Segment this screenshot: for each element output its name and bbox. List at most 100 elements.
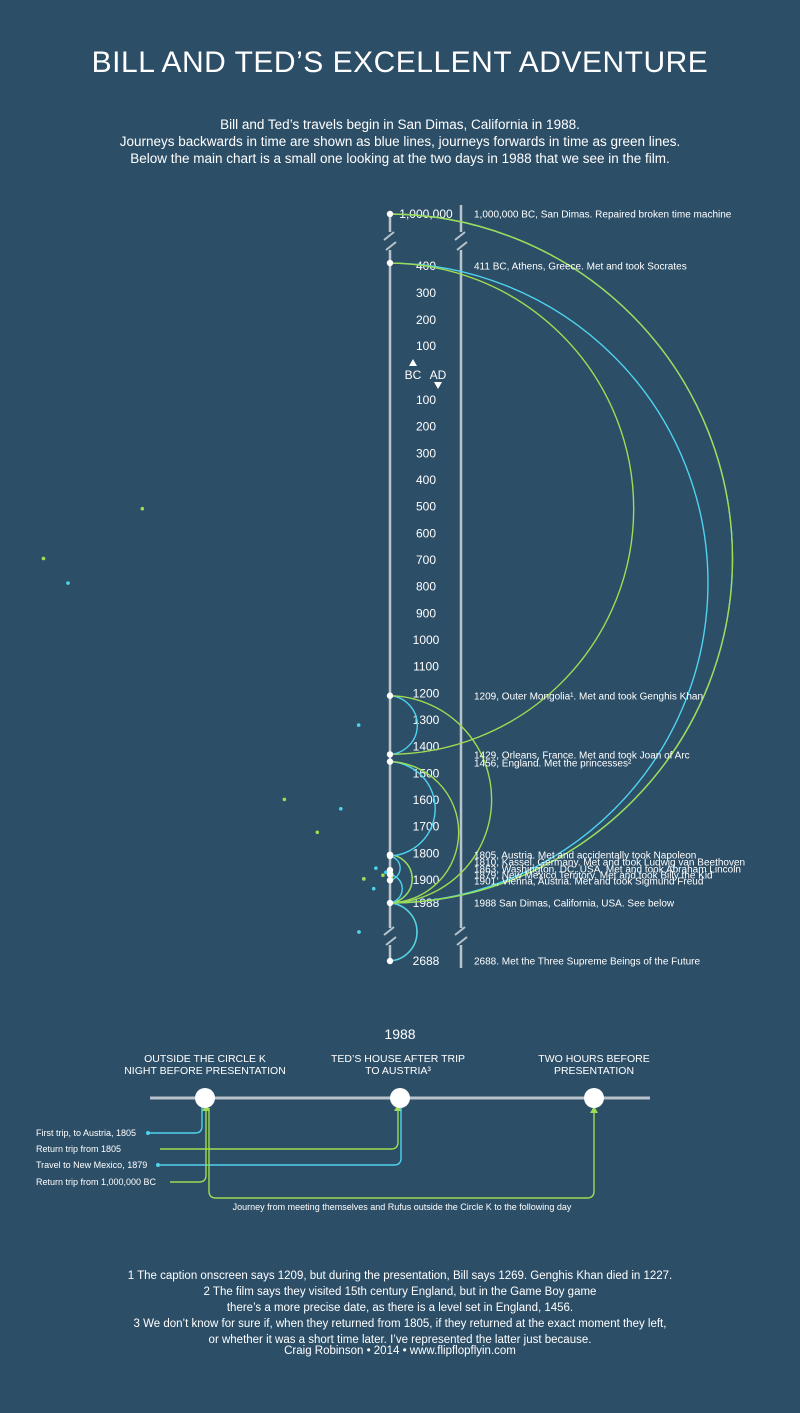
- journey-arc: [387, 213, 734, 904]
- event-dot: [386, 852, 394, 860]
- tick-label: 1600: [413, 793, 440, 807]
- down-arrow-icon: [434, 382, 442, 389]
- mini-point-label: TO AUSTRIA³: [365, 1065, 431, 1077]
- mini-chart-year: 1988: [384, 1026, 415, 1042]
- tick-label: 600: [416, 526, 436, 540]
- tick-label: 300: [416, 286, 436, 300]
- footnote-line: there’s a more precise date, as there is…: [226, 1302, 574, 1314]
- mini-trip-label: Return trip from 1805: [36, 1144, 121, 1154]
- event-label: 1988 San Dimas, California, USA. See bel…: [474, 899, 675, 910]
- mini-trip-label: Travel to New Mexico, 1879: [36, 1160, 147, 1170]
- event-dot: [386, 758, 394, 765]
- journey-direction-dot: [384, 870, 388, 875]
- journey-arc: [387, 695, 418, 756]
- journey-direction-dot: [357, 930, 361, 934]
- event-label: 1863, Washington, DC, USA. Met and took …: [474, 865, 741, 876]
- up-arrow-icon: [409, 359, 417, 366]
- event-label: 1,000,000 BC, San Dimas. Repaired broken…: [474, 210, 732, 221]
- mini-trip-line: [160, 1108, 402, 1166]
- event-label: 1209, Outer Mongolia¹. Met and took Geng…: [474, 692, 703, 703]
- mini-trip-label: Return trip from 1,000,000 BC: [36, 1177, 157, 1187]
- mini-point-label: TED’S HOUSE AFTER TRIP: [331, 1053, 465, 1065]
- tick-label: 700: [416, 553, 436, 567]
- journey-direction-dot: [140, 506, 145, 511]
- event-dot: [386, 957, 394, 965]
- journey-direction-dot: [374, 866, 378, 870]
- journey-direction-dot: [381, 873, 385, 877]
- event-label: 1429, Orleans, France. Met and took Joan…: [474, 751, 690, 762]
- journey-arc: [387, 695, 493, 904]
- footnotes: 1 The caption onscreen says 1209, but du…: [0, 1268, 800, 1348]
- tick-label: 800: [416, 580, 436, 594]
- tick-label: 400: [416, 473, 436, 487]
- journey-arc: [387, 902, 418, 962]
- journey-arc: [387, 760, 436, 857]
- intro-line: Below the main chart is a small one look…: [130, 151, 670, 166]
- mini-point-dot: [390, 1088, 410, 1108]
- footnote-line: 1 The caption onscreen says 1209, but du…: [127, 1270, 673, 1282]
- event-label: 411 BC, Athens, Greece. Met and took Soc…: [474, 262, 687, 273]
- journey-direction-dot: [41, 556, 46, 561]
- journey-arc: [387, 213, 734, 904]
- event-label: 2688. Met the Three Supreme Beings of th…: [474, 957, 700, 968]
- timeline-axis: [383, 205, 468, 968]
- mini-journey-line: [208, 1108, 595, 1199]
- mini-point-dot: [584, 1088, 604, 1108]
- tick-label: 300: [416, 446, 436, 460]
- era-label-ad: AD: [430, 368, 447, 382]
- era-markers: BC AD: [405, 359, 447, 389]
- tick-label: 900: [416, 606, 436, 620]
- footnote-line: 2 The film says they visited 15th centur…: [203, 1286, 597, 1298]
- journey-direction-dot: [315, 830, 320, 835]
- tick-label: 1900: [413, 873, 440, 887]
- mini-point-label: PRESENTATION: [554, 1065, 634, 1077]
- event-dot: [386, 259, 394, 267]
- axis-break-mark: [454, 926, 466, 936]
- mini-journey-note: Journey from meeting themselves and Rufu…: [233, 1202, 572, 1212]
- mini-trip-line: [150, 1101, 203, 1134]
- footnote-line: 3 We don’t know for sure if, when they r…: [133, 1318, 667, 1330]
- intro-text: Bill and Ted’s travels begin in San Dima…: [0, 116, 800, 167]
- axis-break-mark: [385, 936, 397, 946]
- tick-label: 2688: [413, 954, 440, 968]
- journey-direction-dot: [371, 886, 376, 891]
- event-label: 1805, Austria. Met and accidentally took…: [474, 851, 696, 862]
- axis-break-mark: [456, 936, 468, 946]
- credit-line: Craig Robinson • 2014 • www.flipflopflyi…: [284, 1345, 516, 1357]
- footnote-line: or whether it was a short time later. I’…: [208, 1334, 592, 1346]
- journey-direction-dot: [282, 797, 287, 802]
- journey-arc: [387, 262, 709, 904]
- axis-break-mark: [385, 241, 397, 251]
- mini-trip-line: [170, 1108, 207, 1183]
- mini-point-label: NIGHT BEFORE PRESENTATION: [124, 1065, 286, 1077]
- tick-label: 1000: [413, 633, 440, 647]
- journey-arc: [387, 262, 635, 756]
- tick-label: 1100: [413, 660, 439, 674]
- tick-label: 1800: [413, 846, 440, 860]
- tick-label: 200: [416, 313, 436, 327]
- event-label: 1810, Kassel, Germany. Met and took Ludw…: [474, 858, 745, 869]
- intro-line: Journeys backwards in time are shown as …: [119, 134, 681, 149]
- tick-label: 1200: [413, 686, 440, 700]
- tick-label: 500: [416, 500, 436, 514]
- era-label-bc: BC: [405, 368, 422, 382]
- tick-labels: 1,000,0004003002001001002003004005006007…: [399, 207, 453, 968]
- tick-label: 100: [416, 393, 436, 407]
- event-dot: [386, 871, 394, 878]
- mini-point-dot: [195, 1088, 215, 1108]
- axis-break-mark: [454, 231, 466, 241]
- axis-break-mark: [456, 241, 468, 251]
- mini-trip-line: [160, 1108, 399, 1150]
- tick-label: 1300: [413, 713, 440, 727]
- tick-label: 1988: [413, 896, 440, 910]
- journey-arc: [387, 760, 460, 904]
- axis-break-mark: [383, 231, 395, 241]
- journey-arc: [387, 902, 418, 962]
- journey-direction-dot: [66, 581, 70, 585]
- mini-point-label: TWO HOURS BEFORE: [538, 1053, 649, 1065]
- journey-arc: [387, 853, 413, 904]
- mini-trip-arrow-icon: [156, 1163, 160, 1167]
- event-dot: [386, 899, 394, 907]
